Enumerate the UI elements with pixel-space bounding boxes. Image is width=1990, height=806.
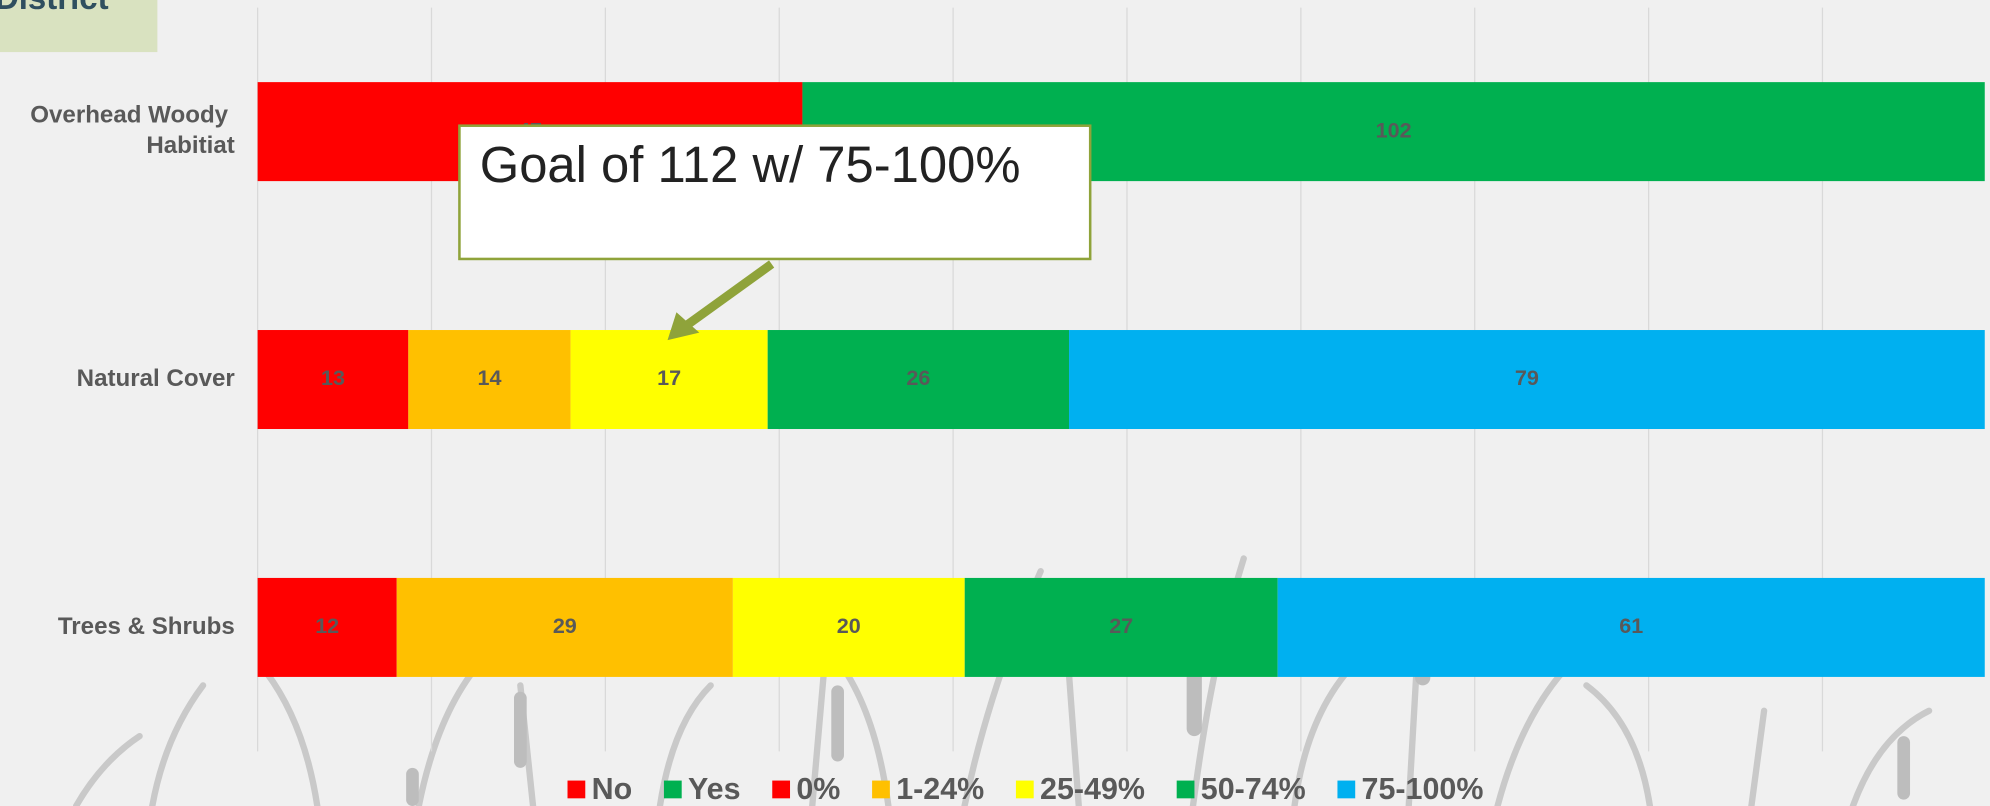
- legend-swatch: [1337, 780, 1356, 799]
- legend-item: 1-24%: [872, 772, 984, 806]
- callout-arrow: [682, 260, 775, 330]
- legend-swatch: [1015, 780, 1034, 799]
- legend-item: 50-74%: [1176, 772, 1306, 806]
- legend-swatch: [663, 780, 682, 799]
- data-label: 26: [906, 365, 930, 390]
- data-label: 61: [1619, 613, 1643, 638]
- category-label: Overhead Woody Habitiat: [30, 102, 235, 159]
- data-label: 13: [321, 365, 345, 390]
- bar-segment: [257, 577, 397, 677]
- data-label: 79: [1515, 365, 1539, 390]
- bar-segment: [570, 330, 768, 430]
- legend: No Yes 0% 1-24% 25-49% 50-74% 75-100%: [567, 772, 1483, 806]
- legend-swatch: [872, 780, 890, 799]
- legend-label: 75-100%: [1362, 772, 1484, 806]
- legend-label: 0%: [796, 772, 840, 806]
- category-label: Natural Cover: [77, 365, 236, 392]
- bar-segment: [732, 577, 965, 677]
- legend-label: No: [592, 772, 633, 806]
- legend-item: 75-100%: [1337, 772, 1483, 806]
- category-label: Trees & Shrubs: [58, 613, 235, 640]
- legend-item: 25-49%: [1015, 772, 1145, 806]
- legend-swatch: [772, 780, 791, 799]
- category-labels: Overhead Woody Habitiat Natural Cover Tree…: [30, 102, 235, 640]
- bar-segment: [767, 330, 1070, 430]
- data-label: 12: [315, 613, 339, 638]
- legend-item: No: [567, 772, 633, 806]
- title-box: [0, 0, 158, 53]
- callout-arrowhead: [667, 312, 700, 341]
- data-label: 102: [1376, 117, 1412, 142]
- legend-item: Yes: [663, 772, 741, 806]
- data-label: 27: [1109, 613, 1133, 638]
- bar-segment: [964, 577, 1278, 677]
- bar-segment: [1277, 577, 1985, 677]
- callout-box: [458, 124, 1092, 261]
- legend-label: 50-74%: [1201, 772, 1306, 806]
- data-label: 29: [553, 613, 577, 638]
- legend-label: 1-24%: [896, 772, 984, 806]
- legend-swatch: [1176, 780, 1195, 799]
- data-label: 17: [657, 365, 681, 390]
- bar-segment: [396, 577, 733, 677]
- legend-item: 0%: [772, 772, 840, 806]
- data-label: 14: [477, 365, 501, 390]
- legend-label: 25-49%: [1040, 772, 1145, 806]
- data-label: 20: [837, 613, 861, 638]
- legend-swatch: [567, 780, 586, 799]
- callout-text: Goal of 112 w/ 75-100%: [480, 136, 1021, 193]
- bar-segment: [257, 330, 409, 430]
- bar-segment: [1069, 330, 1985, 430]
- bar-segment: [408, 330, 571, 430]
- legend-label: Yes: [688, 772, 740, 806]
- chart-title: District: [0, 0, 109, 16]
- callout: Goal of 112 w/ 75-100%: [458, 124, 1092, 341]
